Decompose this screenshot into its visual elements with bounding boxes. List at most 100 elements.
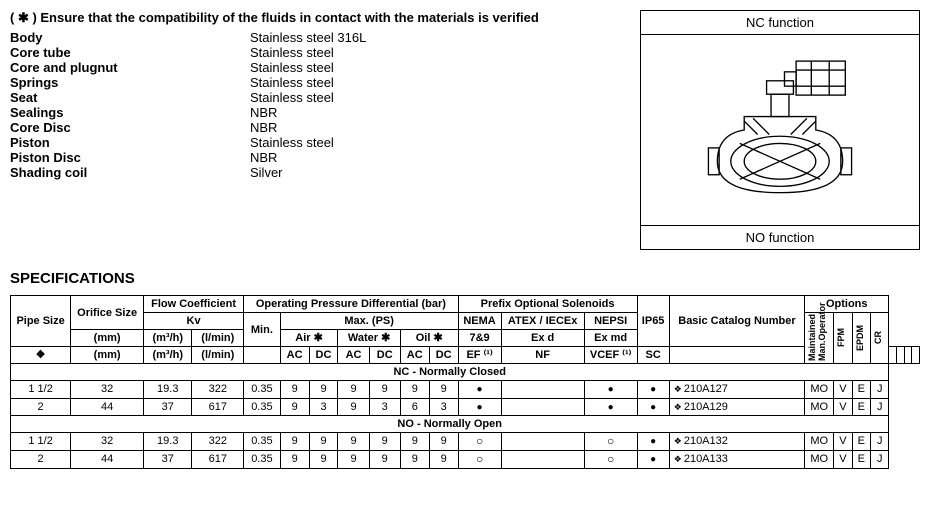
material-label: Springs <box>10 75 250 90</box>
cell-mo: MO <box>805 432 834 450</box>
cell-water-dc: 9 <box>369 432 400 450</box>
specifications-heading: SPECIFICATIONS <box>10 270 920 287</box>
material-label: Core tube <box>10 45 250 60</box>
col-exd: Ex d <box>501 330 584 347</box>
cell-pipe: 2 <box>11 450 71 468</box>
cell-air-dc: 9 <box>309 432 338 450</box>
col-opt-fpm: FPM <box>834 313 852 364</box>
material-value: Stainless steel <box>250 60 620 75</box>
cell-ef <box>458 381 501 398</box>
cell-water-ac: 9 <box>338 398 369 415</box>
cell-min: 0.35 <box>244 450 281 468</box>
material-value: NBR <box>250 120 620 135</box>
table-row: 244376170.35999999210A133MOVEJ <box>11 450 920 468</box>
cell-sc <box>637 450 669 468</box>
diagram-column: NC function <box>640 10 920 250</box>
blank-o2 <box>897 347 905 364</box>
col-water-ac: AC <box>338 347 369 364</box>
cell-mm: 44 <box>71 398 144 415</box>
cell-water-ac: 9 <box>338 381 369 398</box>
material-label: Core Disc <box>10 120 250 135</box>
materials-column: ( ✱ ) Ensure that the compatibility of t… <box>10 10 620 250</box>
col-air-ac: AC <box>280 347 309 364</box>
cell-epdm: E <box>852 398 870 415</box>
no-function-label: NO function <box>641 225 919 249</box>
cell-ef <box>458 450 501 468</box>
cell-air-ac: 9 <box>280 381 309 398</box>
material-value: Stainless steel <box>250 135 620 150</box>
function-diagram: NC function <box>640 10 920 250</box>
cell-catalog: 210A133 <box>669 450 804 468</box>
cell-lmin: 617 <box>192 398 244 415</box>
col-sc: SC <box>637 347 669 364</box>
cell-oil-ac: 9 <box>400 381 429 398</box>
material-value: Stainless steel <box>250 90 620 105</box>
table-row: 244376170.35939363210A129MOVEJ <box>11 398 920 415</box>
cell-min: 0.35 <box>244 381 281 398</box>
cell-nf <box>501 432 584 450</box>
col-789: 7&9 <box>458 330 501 347</box>
cell-nf <box>501 381 584 398</box>
blank-min <box>244 347 281 364</box>
compatibility-note: ( ✱ ) Ensure that the compatibility of t… <box>10 10 620 26</box>
col-atex: ATEX / IECEx <box>501 313 584 330</box>
col-catalog: Basic Catalog Number <box>669 296 804 347</box>
cell-sc <box>637 381 669 398</box>
col-opt-maintained: Maintained Man.Operator <box>805 313 834 364</box>
col-min: Min. <box>244 313 281 347</box>
cell-mo: MO <box>805 450 834 468</box>
col-exmd: Ex md <box>584 330 637 347</box>
cell-pipe: 2 <box>11 398 71 415</box>
nc-function-label: NC function <box>641 11 919 35</box>
cell-oil-dc: 9 <box>429 381 458 398</box>
cell-water-dc: 9 <box>369 381 400 398</box>
cell-air-dc: 9 <box>309 381 338 398</box>
material-value: Stainless steel 316L <box>250 30 620 45</box>
material-label: Piston <box>10 135 250 150</box>
col-air: Air ✱ <box>280 330 338 347</box>
cell-m3h: 37 <box>144 450 192 468</box>
cell-mm: 32 <box>71 432 144 450</box>
section-title: NO - Normally Open <box>11 415 889 432</box>
cell-m3h: 37 <box>144 398 192 415</box>
cell-sc <box>637 398 669 415</box>
cell-epdm: E <box>852 381 870 398</box>
col-max-ps: Max. (PS) <box>280 313 458 330</box>
cell-min: 0.35 <box>244 432 281 450</box>
cell-oil-ac: 6 <box>400 398 429 415</box>
cell-mm: 44 <box>71 450 144 468</box>
cell-vcef <box>584 381 637 398</box>
material-value: Stainless steel <box>250 45 620 60</box>
cell-mo: MO <box>805 398 834 415</box>
cell-cr: J <box>871 432 889 450</box>
col-nf: NF <box>501 347 584 364</box>
col-lmin: (l/min) <box>192 330 244 347</box>
cell-fpm: V <box>834 398 852 415</box>
cell-m3h: 19.3 <box>144 432 192 450</box>
cell-pipe: 1 1/2 <box>11 381 71 398</box>
col-kv: Kv <box>144 313 244 330</box>
col-nema: NEMA <box>458 313 501 330</box>
cell-air-ac: 9 <box>280 432 309 450</box>
col-orifice-size: Orifice Size <box>71 296 144 330</box>
cell-ef <box>458 398 501 415</box>
cell-air-ac: 9 <box>280 398 309 415</box>
cell-mo: MO <box>805 381 834 398</box>
cell-water-ac: 9 <box>338 450 369 468</box>
cell-min: 0.35 <box>244 398 281 415</box>
cell-fpm: V <box>834 381 852 398</box>
col-opt-cr: CR <box>871 313 889 364</box>
col-pipe-size: Pipe Size <box>11 296 71 347</box>
material-label: Shading coil <box>10 165 250 180</box>
unit-lmin: (l/min) <box>192 347 244 364</box>
col-air-dc: DC <box>309 347 338 364</box>
cell-catalog: 210A132 <box>669 432 804 450</box>
cell-mm: 32 <box>71 381 144 398</box>
cell-epdm: E <box>852 432 870 450</box>
top-section: ( ✱ ) Ensure that the compatibility of t… <box>10 10 920 250</box>
cell-water-dc: 9 <box>369 450 400 468</box>
col-water-dc: DC <box>369 347 400 364</box>
cell-nf <box>501 398 584 415</box>
col-m3h: (m³/h) <box>144 330 192 347</box>
material-value: Silver <box>250 165 620 180</box>
